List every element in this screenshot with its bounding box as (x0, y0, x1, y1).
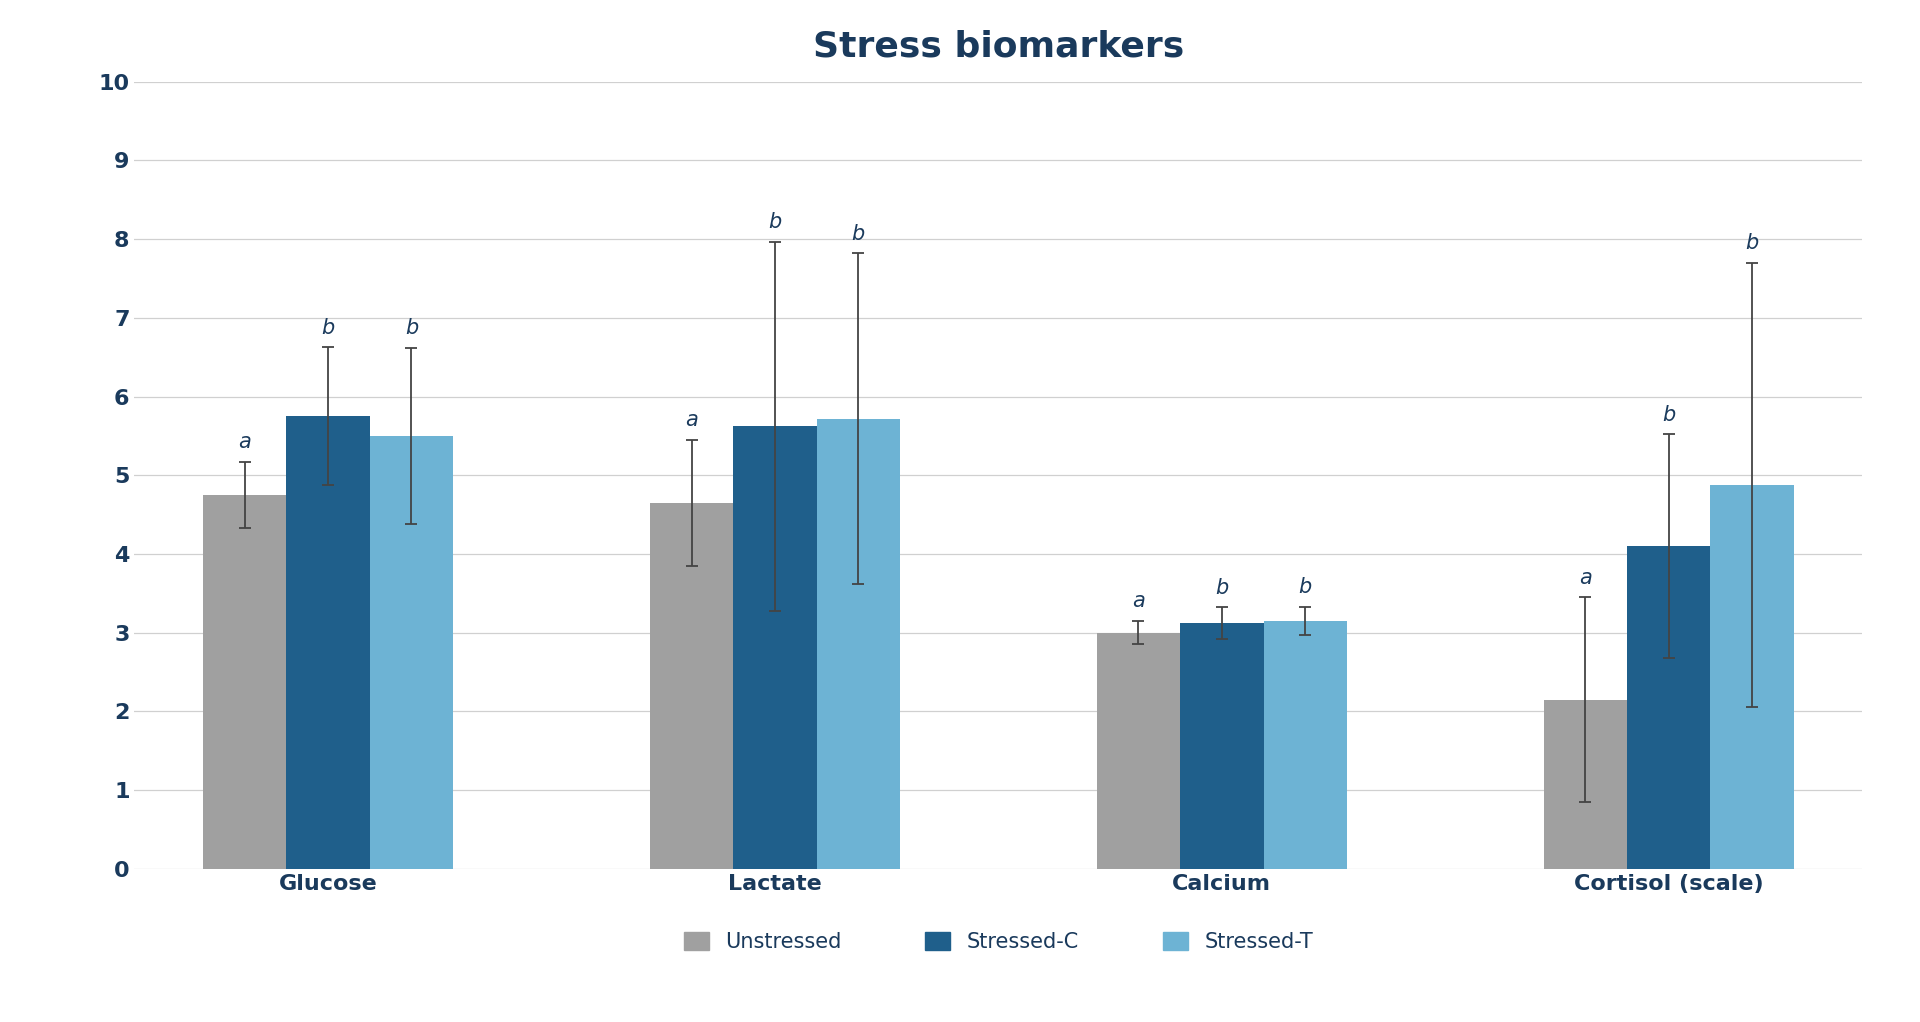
Text: a: a (1578, 568, 1592, 588)
Bar (1181, 623, 1263, 869)
Text: b: b (1298, 577, 1311, 597)
Bar (1626, 546, 1711, 869)
Title: Stress biomarkers: Stress biomarkers (812, 30, 1185, 63)
Text: b: b (321, 318, 334, 337)
Bar (1711, 484, 1793, 869)
Bar (286, 416, 371, 869)
Bar (371, 435, 453, 869)
Bar (816, 419, 900, 869)
Text: b: b (1215, 578, 1229, 598)
Bar (204, 495, 286, 869)
Text: b: b (405, 318, 419, 338)
Bar (1544, 699, 1626, 869)
Text: a: a (1133, 592, 1144, 611)
Text: b: b (1663, 405, 1676, 425)
Text: b: b (852, 224, 866, 244)
Bar (1096, 633, 1181, 869)
Bar (733, 426, 816, 869)
Text: a: a (685, 411, 697, 430)
Bar (1263, 620, 1348, 869)
Legend: Unstressed, Stressed-C, Stressed-T: Unstressed, Stressed-C, Stressed-T (676, 924, 1321, 961)
Text: a: a (238, 432, 252, 453)
Text: b: b (1745, 233, 1759, 253)
Text: b: b (768, 213, 781, 232)
Bar (649, 503, 733, 869)
